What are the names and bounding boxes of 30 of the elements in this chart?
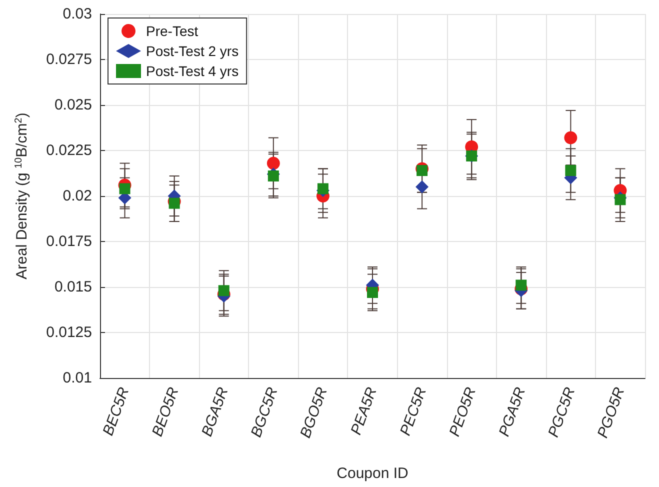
point — [168, 198, 180, 209]
point — [416, 165, 428, 176]
y-tick-label: 0.015 — [54, 278, 92, 296]
y-tick-label: 0.0225 — [46, 142, 92, 159]
point — [268, 170, 279, 182]
point — [516, 280, 527, 291]
point — [266, 156, 280, 170]
point — [367, 286, 378, 298]
point — [565, 165, 576, 176]
legend-label: Post-Test 4 yrs — [146, 63, 239, 79]
point — [416, 180, 429, 194]
y-tick-label: 0.01 — [62, 370, 92, 386]
point — [218, 285, 230, 296]
point — [564, 131, 578, 144]
x-tick-label: BEC5R — [100, 384, 133, 438]
legend-label: Post-Test 2 yrs — [146, 43, 239, 59]
y-tick-label: 0.0125 — [46, 324, 92, 341]
y-axis-title: Areal Density (g 10B/cm2) — [14, 112, 30, 280]
y-tick-label: 0.02 — [62, 188, 92, 204]
y-tick-label: 0.03 — [62, 6, 92, 22]
y-tick-label: 0.0175 — [46, 233, 92, 250]
x-axis-title: Coupon ID — [336, 465, 409, 482]
legend-label: Pre-Test — [146, 23, 198, 39]
point — [614, 194, 626, 206]
point — [317, 183, 328, 194]
point — [119, 183, 130, 194]
x-tick-label: BGA5R — [198, 384, 232, 439]
x-tick-label: PEA5R — [348, 384, 381, 438]
y-tick-label: 0.0275 — [46, 51, 92, 68]
y-tick-label: 0.025 — [54, 96, 92, 114]
